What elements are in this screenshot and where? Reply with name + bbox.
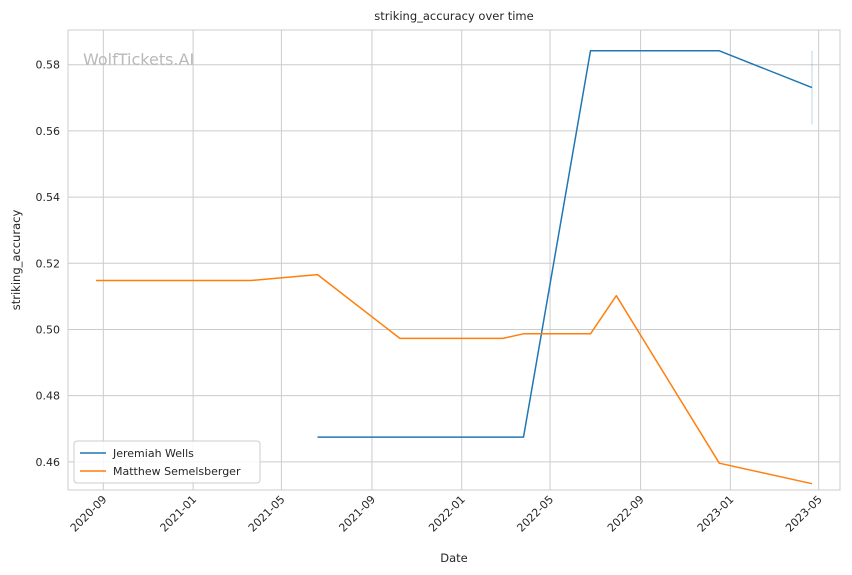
x-tick-label: 2022-01 [426,493,468,535]
x-axis-label: Date [440,551,468,565]
x-tick-label: 2023-05 [783,493,825,535]
legend-box [73,440,261,484]
chart-title: striking_accuracy over time [374,9,533,23]
x-tick-label: 2022-05 [514,493,556,535]
x-tick-label: 2023-01 [695,493,737,535]
x-tick-label: 2021-09 [336,493,378,535]
y-tick-label: 0.52 [36,257,61,270]
y-tick-label: 0.54 [36,191,61,204]
x-tick-label: 2021-01 [158,493,200,535]
legend-label-jeremiah-wells: Jeremiah Wells [112,447,194,460]
y-tick-labels: 0.46 0.48 0.50 0.52 0.54 0.56 0.58 [36,59,61,469]
x-tick-label: 2021-05 [246,493,288,535]
y-tick-label: 0.56 [36,125,61,138]
plot-area [67,29,841,491]
y-tick-label: 0.48 [36,390,61,403]
series-layer [96,50,813,485]
x-tick-label: 2020-09 [68,493,110,535]
series-line-matthew-semelsberger [96,273,813,485]
y-axis-label: striking_accuracy [9,210,23,311]
y-tick-label: 0.46 [36,456,61,469]
legend: Jeremiah Wells Matthew Semelsberger [73,440,261,484]
x-tick-label: 2022-09 [605,493,647,535]
watermark: WolfTickets.AI [83,50,194,69]
x-gridlines [102,30,820,490]
y-tick-label: 0.58 [36,59,61,72]
y-gridlines [68,64,840,463]
series-line-jeremiah-wells [317,50,813,438]
legend-label-matthew-semelsberger: Matthew Semelsberger [113,465,241,478]
x-tick-labels: 2020-09 2021-01 2021-05 2021-09 2022-01 2022-… [68,493,825,535]
y-tick-label: 0.50 [36,323,61,336]
